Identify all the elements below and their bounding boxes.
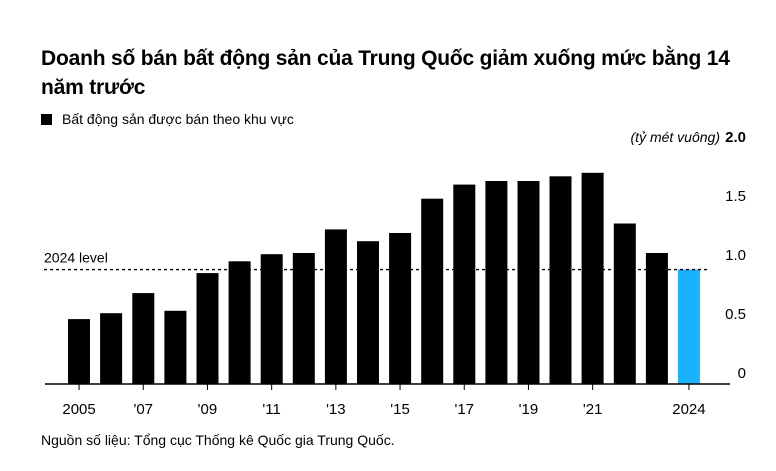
bar-2022 bbox=[613, 223, 636, 384]
bar-2015 bbox=[389, 233, 412, 384]
reference-line-label: 2024 level bbox=[44, 250, 108, 266]
bar-2006 bbox=[100, 313, 123, 384]
x-tick-label: '07 bbox=[133, 401, 153, 418]
y-tick-label: 0 bbox=[738, 365, 746, 382]
bar-2020 bbox=[549, 176, 572, 384]
bar-2019 bbox=[517, 181, 540, 384]
legend-label: Bất động sản được bán theo khu vực bbox=[62, 111, 294, 127]
x-tick-label: '15 bbox=[390, 401, 410, 418]
source-note: Nguồn số liệu: Tổng cục Thống kê Quốc gi… bbox=[41, 432, 395, 448]
bar-2024 bbox=[677, 269, 700, 384]
bars-group bbox=[68, 172, 700, 384]
x-tick-label: '09 bbox=[198, 401, 218, 418]
x-tick-label: '21 bbox=[583, 401, 603, 418]
legend: Bất động sản được bán theo khu vực bbox=[41, 111, 294, 127]
bar-2018 bbox=[485, 181, 508, 384]
bar-2017 bbox=[453, 184, 476, 384]
chart-title: Doanh số bán bất động sản của Trung Quốc… bbox=[41, 47, 730, 99]
x-tick-label: 2024 bbox=[672, 401, 705, 418]
y-tick-label: 1.0 bbox=[725, 247, 746, 264]
reference-line-group: 2024 level bbox=[44, 250, 708, 271]
bar-2007 bbox=[132, 293, 155, 384]
y-tick-label: 2.0 bbox=[725, 129, 746, 146]
x-tick-label: '19 bbox=[519, 401, 539, 418]
y-tick-label: 1.5 bbox=[725, 188, 746, 205]
bar-2014 bbox=[357, 241, 379, 384]
bar-2011 bbox=[260, 254, 283, 384]
bar-2012 bbox=[292, 253, 315, 384]
bar-2016 bbox=[421, 198, 444, 384]
legend-swatch bbox=[41, 113, 52, 125]
x-tick-label: '11 bbox=[262, 401, 280, 418]
bar-2005 bbox=[68, 319, 90, 384]
x-tick-label: '13 bbox=[326, 401, 346, 418]
x-tick-label: '17 bbox=[454, 401, 474, 418]
bar-2023 bbox=[645, 253, 668, 384]
bar-2010 bbox=[228, 261, 251, 384]
x-tick-label: 2005 bbox=[62, 401, 95, 418]
bar-2021 bbox=[581, 172, 604, 384]
y-axis-ticks: 0 0.5 1.0 1.5 2.0 bbox=[725, 129, 746, 382]
bar-2008 bbox=[164, 310, 187, 384]
x-axis-ticks: 2005 '07 '09 '11 '13 '15 '17 '19 '21 2024 bbox=[62, 384, 706, 418]
y-tick-label: 0.5 bbox=[725, 306, 746, 323]
unit-label: (tỷ mét vuông) bbox=[631, 129, 720, 145]
bar-2009 bbox=[196, 273, 219, 384]
bar-2013 bbox=[324, 229, 347, 384]
